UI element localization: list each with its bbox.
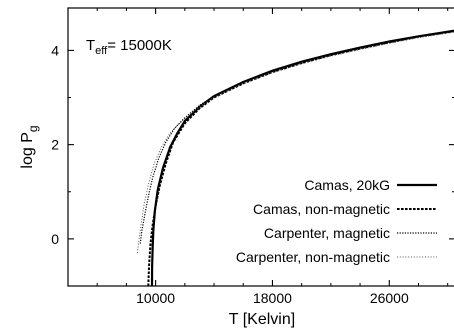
y-tick-label: 0 (51, 231, 59, 247)
series-line-1 (150, 29, 454, 286)
legend-label-1: Camas, 20kG (304, 177, 390, 193)
legend-label-2: Camas, non-magnetic (253, 201, 390, 217)
x-tick-label: 10000 (136, 290, 175, 306)
axis-ticks: 10000 18000 26000 0 2 4 (51, 8, 454, 306)
series-line-3 (139, 30, 454, 244)
plot-frame (67, 7, 454, 287)
legend: Camas, 20kG Camas, non-magnetic Carpenter,… (236, 177, 437, 265)
legend-label-4: Carpenter, non-magnetic (236, 249, 390, 265)
legend-label-3: Carpenter, magnetic (264, 225, 390, 241)
teff-annotation: Teff= 15000K (86, 37, 172, 57)
x-tick-label: 18000 (253, 290, 292, 306)
y-tick-label: 4 (51, 42, 59, 58)
series-line-2 (147, 30, 454, 286)
x-tick-label: 26000 (370, 290, 409, 306)
y-axis-label: log Pg (19, 125, 40, 168)
x-axis-label: T [Kelvin] (229, 311, 295, 328)
y-tick-label: 2 (51, 137, 59, 153)
series-line-4 (136, 31, 454, 254)
series-layer (136, 29, 454, 286)
